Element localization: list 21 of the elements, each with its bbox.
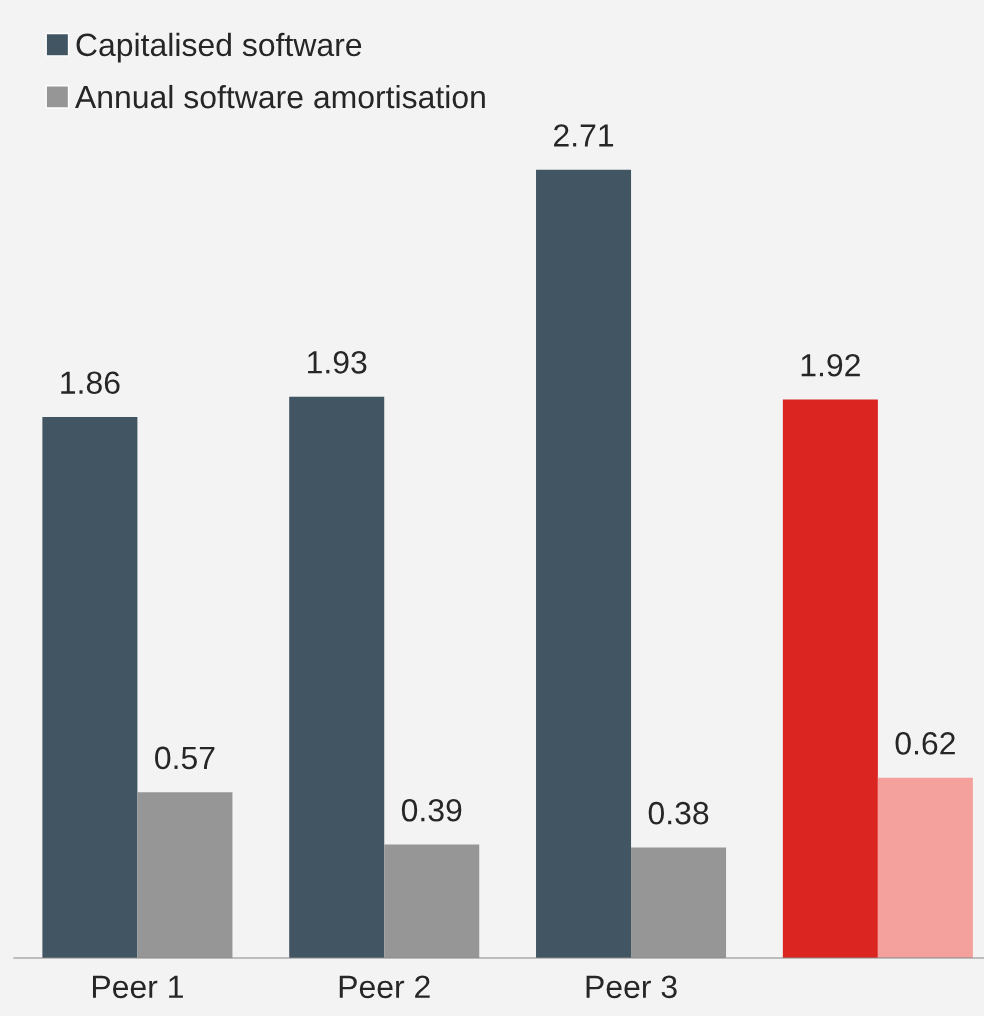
data-label: 2.71 bbox=[554, 124, 614, 147]
data-label: 0.38 bbox=[648, 801, 709, 825]
x-tick-label: Peer 1 bbox=[92, 975, 183, 999]
bar bbox=[42, 417, 138, 958]
data-label: 1.86 bbox=[61, 371, 120, 395]
bar bbox=[631, 847, 727, 958]
bar bbox=[877, 777, 973, 958]
bar bbox=[782, 399, 878, 958]
data-label: 0.62 bbox=[895, 732, 955, 755]
x-tick-label: Peer 2 bbox=[339, 975, 430, 999]
data-label: 0.57 bbox=[155, 746, 215, 770]
bar bbox=[137, 792, 233, 958]
data-label: 1.92 bbox=[801, 353, 860, 377]
bar bbox=[536, 169, 632, 958]
bar bbox=[384, 844, 480, 958]
data-label: 1.93 bbox=[308, 351, 367, 374]
x-tick-label: Peer 3 bbox=[586, 975, 677, 999]
data-label: 0.39 bbox=[401, 798, 462, 822]
legend-label: Annual software amortisation bbox=[74, 84, 485, 109]
bar bbox=[289, 396, 385, 958]
legend-label: Capitalised software bbox=[76, 32, 362, 63]
